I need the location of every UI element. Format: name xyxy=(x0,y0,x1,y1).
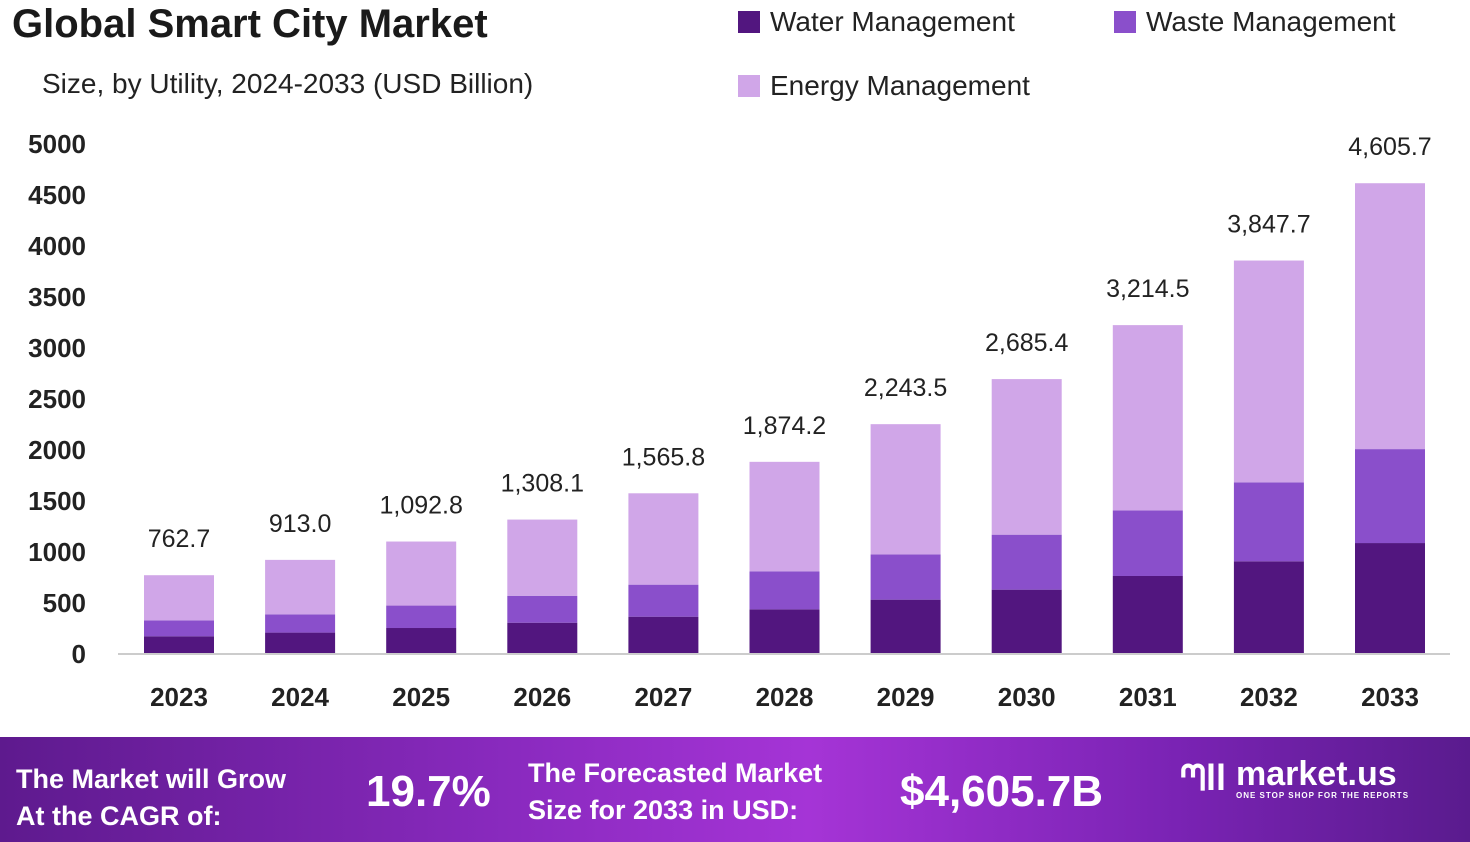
bar-segment-energy-management xyxy=(870,424,941,555)
y-tick-label: 4000 xyxy=(28,231,86,261)
bar-segment-waste-management xyxy=(265,614,336,633)
legend-label: Waste Management xyxy=(1146,6,1396,37)
bar-segment-waste-management xyxy=(507,595,578,623)
chart-title: Global Smart City Market xyxy=(12,2,488,46)
legend-item-waste: Waste Management xyxy=(1114,6,1396,38)
data-label: 2,243.5 xyxy=(864,374,947,402)
x-tick-label: 2023 xyxy=(150,682,208,712)
bar-segment-waste-management xyxy=(1233,482,1304,562)
cagr-label: The Market will Grow At the CAGR of: xyxy=(16,761,286,835)
legend-label: Energy Management xyxy=(770,70,1030,101)
forecast-label: The Forecasted Market Size for 2033 in US… xyxy=(528,755,822,829)
bar-segment-water-management xyxy=(628,616,699,653)
summary-banner: The Market will Grow At the CAGR of: 19.7… xyxy=(0,737,1470,842)
bar-segment-water-management xyxy=(265,632,336,653)
data-label: 4,605.7 xyxy=(1348,133,1431,161)
data-label: 1,092.8 xyxy=(379,492,462,520)
y-tick-label: 4500 xyxy=(28,180,86,210)
data-label: 1,565.8 xyxy=(622,443,705,471)
y-tick-label: 500 xyxy=(43,588,86,618)
data-label: 3,847.7 xyxy=(1227,211,1310,239)
x-tick-label: 2027 xyxy=(634,682,692,712)
x-tick-label: 2033 xyxy=(1361,682,1419,712)
y-tick-label: 2500 xyxy=(28,384,86,414)
bar-segment-energy-management xyxy=(1355,183,1425,450)
brand-logo: ᘉll market.us ONE STOP SHOP FOR THE REPOR… xyxy=(1180,757,1409,800)
x-tick-label: 2032 xyxy=(1240,682,1298,712)
brand-name: market.us xyxy=(1236,755,1397,793)
bar-segment-waste-management xyxy=(628,584,699,617)
bar-segment-waste-management xyxy=(870,554,941,600)
logo-icon: ᘉll xyxy=(1180,757,1226,798)
x-tick-label: 2031 xyxy=(1119,682,1177,712)
data-label: 2,685.4 xyxy=(985,329,1069,357)
y-tick-label: 0 xyxy=(72,639,86,669)
bar-segment-energy-management xyxy=(507,519,578,596)
bar-segment-water-management xyxy=(144,636,214,653)
legend-swatch xyxy=(1114,11,1136,33)
y-tick-label: 5000 xyxy=(28,129,86,159)
data-label: 1,308.1 xyxy=(501,470,584,498)
bar-segment-energy-management xyxy=(386,541,457,606)
bar-segment-waste-management xyxy=(386,605,457,629)
legend-swatch xyxy=(738,75,760,97)
x-tick-label: 2029 xyxy=(877,682,935,712)
y-tick-label: 1500 xyxy=(28,486,86,516)
data-label: 1,874.2 xyxy=(743,412,826,440)
x-tick-label: 2025 xyxy=(392,682,450,712)
y-tick-label: 1000 xyxy=(28,537,86,567)
legend-item-energy: Energy Management xyxy=(738,70,1030,102)
data-label: 913.0 xyxy=(269,510,332,538)
bar-segment-waste-management xyxy=(1355,449,1425,544)
stacked-bar-chart: 0 500 1000 1500 2000 2500 3000 3500 4000 4500 5000… xyxy=(28,129,1450,712)
x-tick-label: 2024 xyxy=(271,682,329,712)
bar-segment-waste-management xyxy=(749,571,820,610)
bar-segment-water-management xyxy=(386,628,457,653)
data-label: 3,214.5 xyxy=(1106,275,1189,303)
bar-segment-energy-management xyxy=(749,461,820,572)
bar-segment-energy-management xyxy=(628,493,699,585)
bar-segment-water-management xyxy=(1112,575,1183,653)
bar-segment-energy-management xyxy=(1112,325,1183,511)
bar-segment-waste-management xyxy=(1112,510,1183,576)
y-tick-label: 2000 xyxy=(28,435,86,465)
x-tick-label: 2028 xyxy=(756,682,814,712)
bar-segment-water-management xyxy=(1355,543,1425,653)
legend-label: Water Management xyxy=(770,6,1015,37)
bar-segment-energy-management xyxy=(1233,260,1304,483)
cagr-label-line: The Market will Grow xyxy=(16,764,287,794)
forecast-label-line: Size for 2033 in USD: xyxy=(528,795,799,825)
y-tick-label: 3500 xyxy=(28,282,86,312)
bar-segment-water-management xyxy=(1233,561,1304,653)
bar-segment-waste-management xyxy=(991,534,1062,590)
bar-segment-water-management xyxy=(507,622,578,653)
x-tick-label: 2026 xyxy=(513,682,571,712)
bar-segment-energy-management xyxy=(144,575,214,621)
data-label: 762.7 xyxy=(148,525,211,553)
forecast-value: $4,605.7B xyxy=(900,767,1104,816)
bar-segment-water-management xyxy=(749,609,820,653)
cagr-value: 19.7% xyxy=(366,767,491,816)
legend-item-water: Water Management xyxy=(738,6,1015,38)
y-tick-label: 3000 xyxy=(28,333,86,363)
bar-segment-water-management xyxy=(870,599,941,653)
bar-segment-water-management xyxy=(991,589,1062,653)
legend-swatch xyxy=(738,11,760,33)
cagr-label-line: At the CAGR of: xyxy=(16,801,222,831)
brand-tagline: ONE STOP SHOP FOR THE REPORTS xyxy=(1236,791,1410,800)
forecast-label-line: The Forecasted Market xyxy=(528,758,823,788)
bar-segment-energy-management xyxy=(991,379,1062,535)
x-tick-label: 2030 xyxy=(998,682,1056,712)
bar-segment-waste-management xyxy=(144,620,214,637)
chart-subtitle: Size, by Utility, 2024-2033 (USD Billion… xyxy=(42,68,534,99)
bar-segment-energy-management xyxy=(265,559,336,615)
